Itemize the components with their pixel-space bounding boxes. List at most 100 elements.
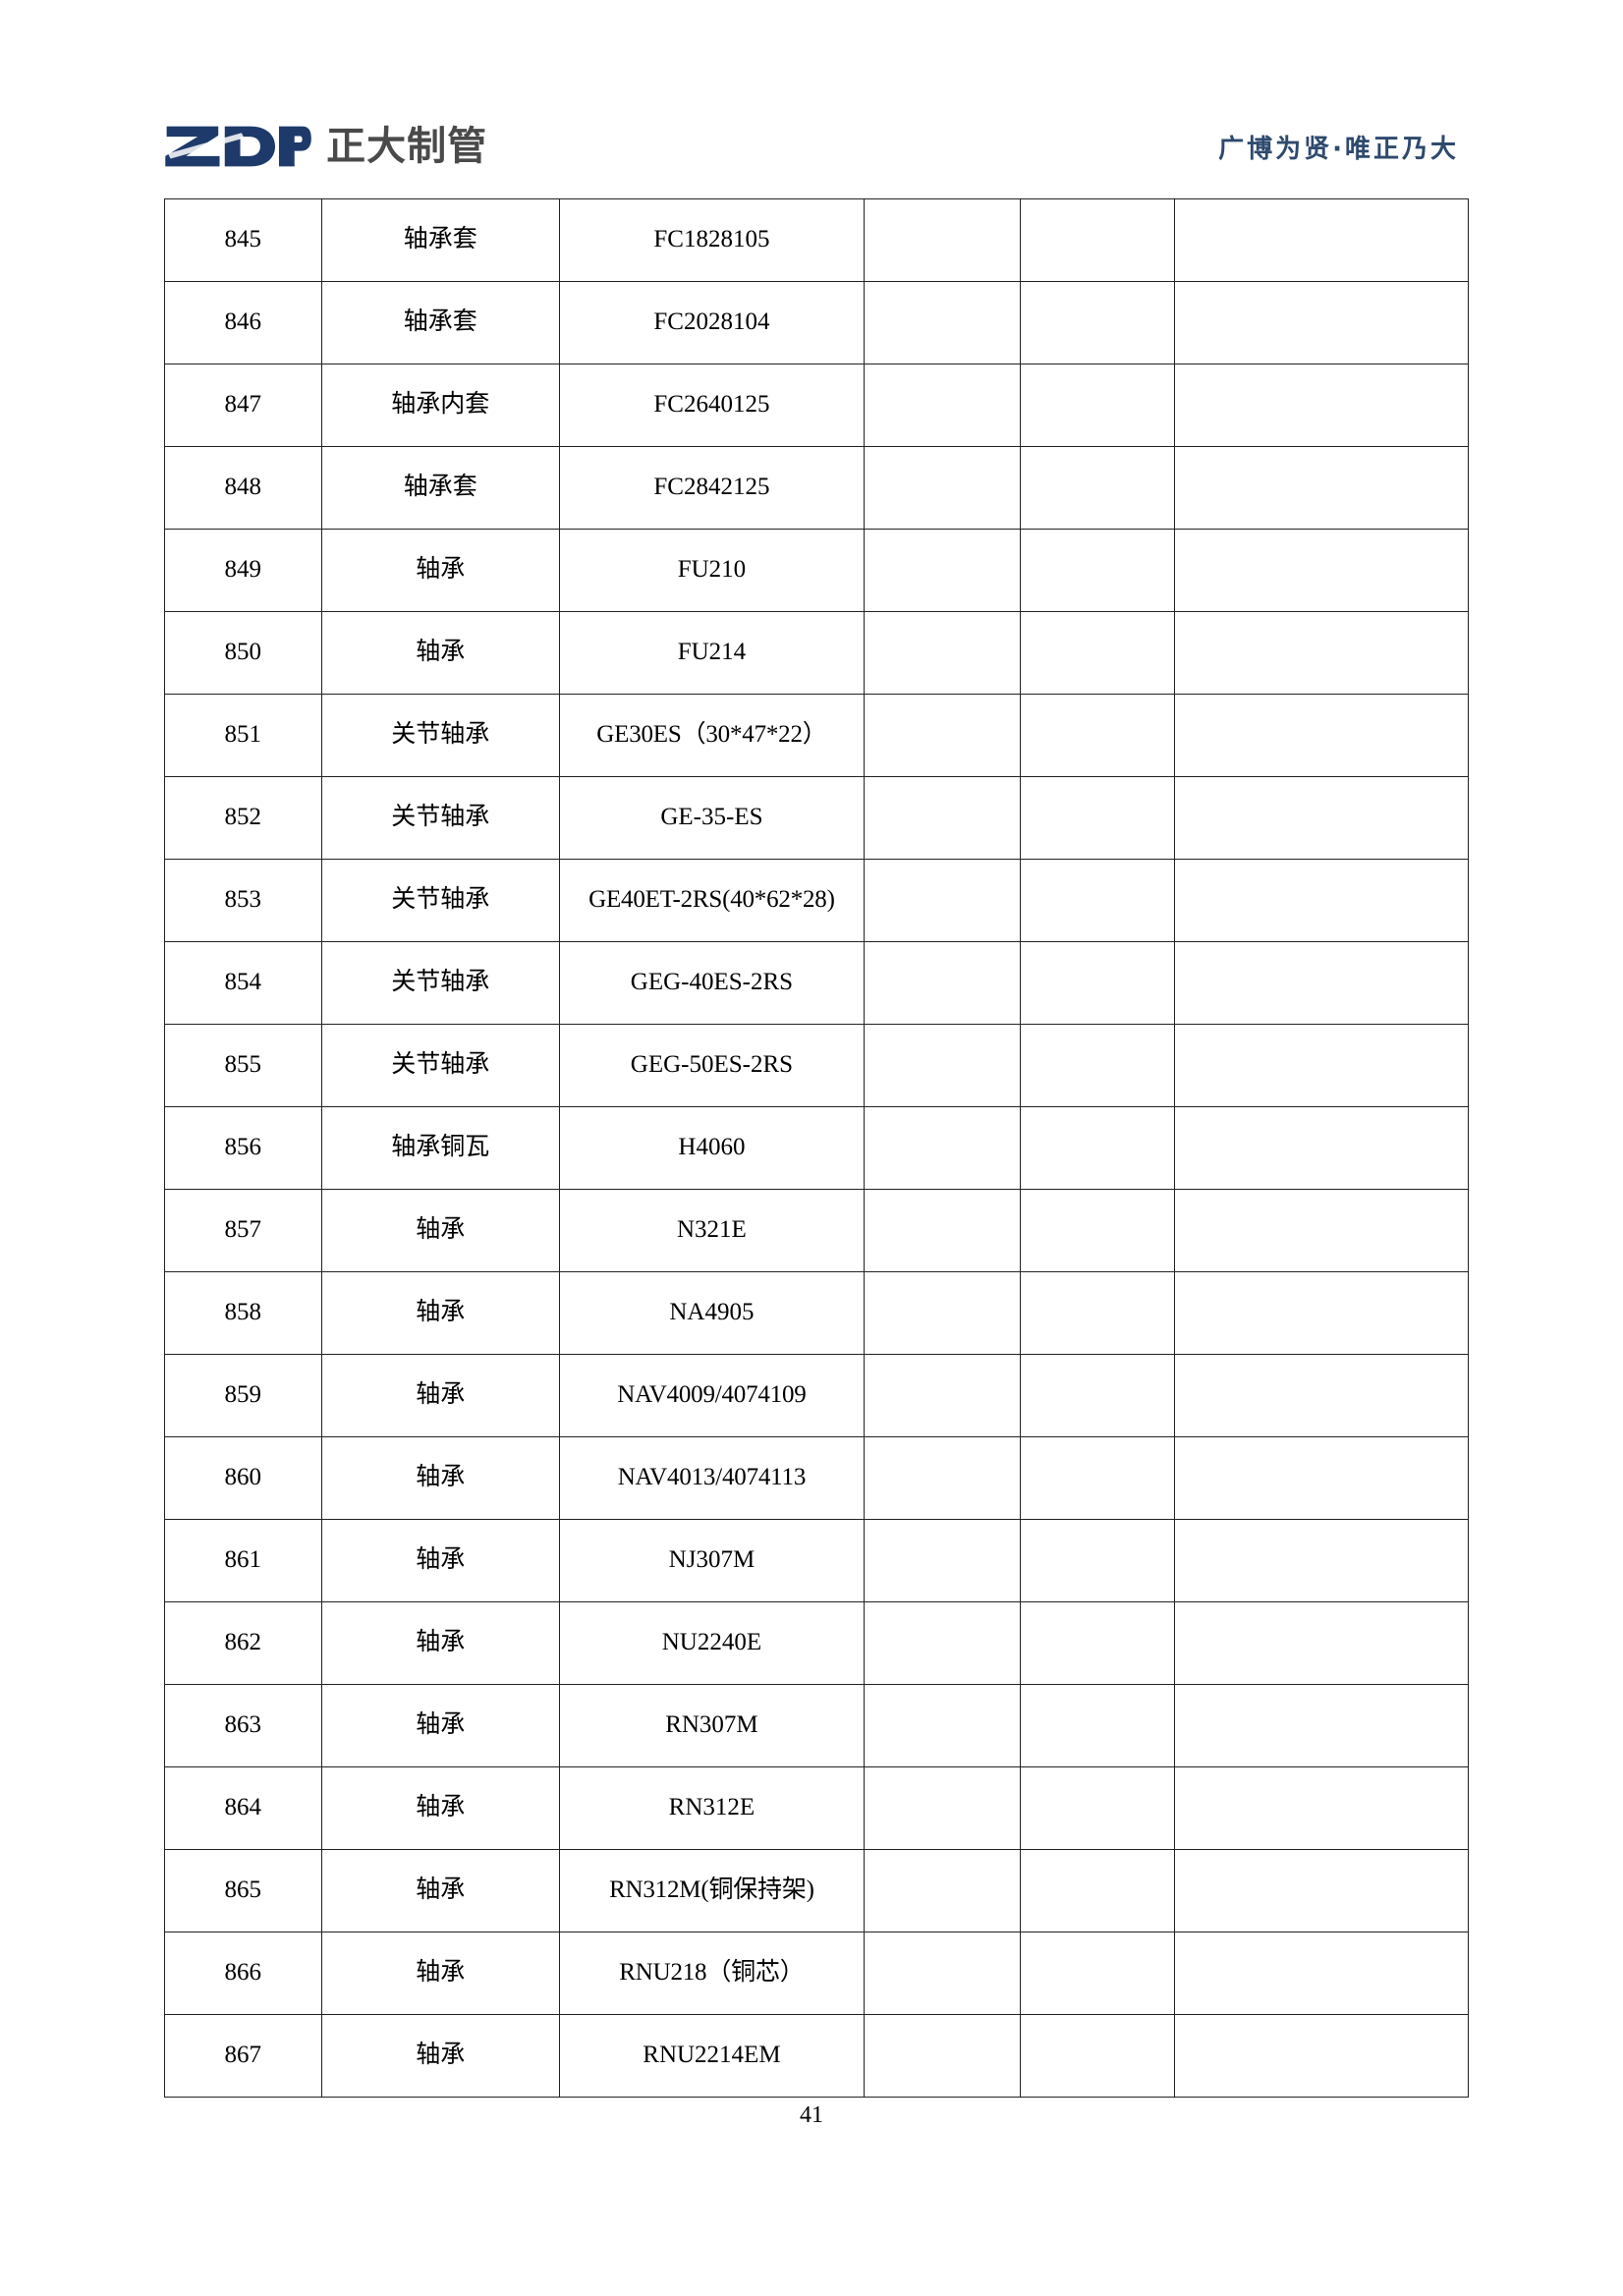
table-row: 854 关节轴承 GEG-40ES-2RS bbox=[164, 941, 1469, 1025]
cell-no: 855 bbox=[164, 1024, 322, 1107]
cell-col4 bbox=[863, 1354, 1022, 1437]
cell-col6 bbox=[1174, 1519, 1469, 1602]
cell-model: FC2640125 bbox=[559, 364, 865, 447]
cell-name: 关节轴承 bbox=[320, 694, 561, 777]
cell-col5 bbox=[1020, 1024, 1176, 1107]
cell-col6 bbox=[1174, 941, 1469, 1025]
cell-col6 bbox=[1174, 1601, 1469, 1685]
cell-name: 轴承 bbox=[320, 611, 561, 695]
cell-name: 关节轴承 bbox=[320, 776, 561, 860]
company-logo: 正大制管 bbox=[164, 118, 487, 175]
cell-col5 bbox=[1020, 859, 1176, 942]
cell-col5 bbox=[1020, 1601, 1176, 1685]
cell-no: 850 bbox=[164, 611, 322, 695]
cell-name: 轴承 bbox=[320, 1519, 561, 1602]
cell-no: 851 bbox=[164, 694, 322, 777]
cell-no: 857 bbox=[164, 1189, 322, 1272]
cell-col5 bbox=[1020, 198, 1176, 282]
table-row: 860 轴承 NAV4013/4074113 bbox=[164, 1436, 1469, 1520]
cell-col4 bbox=[863, 1189, 1022, 1272]
parts-table: 845 轴承套 FC1828105 846 轴承套 FC2028104 bbox=[164, 198, 1469, 2098]
cell-col4 bbox=[863, 1271, 1022, 1355]
table-row: 858 轴承 NA4905 bbox=[164, 1271, 1469, 1355]
cell-model: GEG-50ES-2RS bbox=[559, 1024, 865, 1107]
table-row: 845 轴承套 FC1828105 bbox=[164, 198, 1469, 282]
table-row: 850 轴承 FU214 bbox=[164, 611, 1469, 695]
cell-col4 bbox=[863, 611, 1022, 695]
table-row: 859 轴承 NAV4009/4074109 bbox=[164, 1354, 1469, 1437]
cell-model: FC2842125 bbox=[559, 446, 865, 530]
cell-name: 关节轴承 bbox=[320, 941, 561, 1025]
cell-name: 轴承 bbox=[320, 1189, 561, 1272]
cell-no: 861 bbox=[164, 1519, 322, 1602]
cell-col5 bbox=[1020, 1354, 1176, 1437]
cell-model: FC2028104 bbox=[559, 281, 865, 364]
cell-col5 bbox=[1020, 364, 1176, 447]
cell-col4 bbox=[863, 364, 1022, 447]
cell-name: 轴承 bbox=[320, 1932, 561, 2015]
table-row: 847 轴承内套 FC2640125 bbox=[164, 364, 1469, 447]
cell-name: 轴承内套 bbox=[320, 364, 561, 447]
cell-name: 轴承套 bbox=[320, 281, 561, 364]
company-name: 正大制管 bbox=[326, 124, 488, 169]
cell-no: 859 bbox=[164, 1354, 322, 1437]
cell-col4 bbox=[863, 1106, 1022, 1190]
cell-col5 bbox=[1020, 446, 1176, 530]
cell-model: NU2240E bbox=[559, 1601, 865, 1685]
cell-col4 bbox=[863, 281, 1022, 364]
parts-table-body: 845 轴承套 FC1828105 846 轴承套 FC2028104 bbox=[164, 198, 1469, 2098]
cell-model: NAV4009/4074109 bbox=[559, 1354, 865, 1437]
cell-col6 bbox=[1174, 611, 1469, 695]
cell-col5 bbox=[1020, 1519, 1176, 1602]
table-row: 853 关节轴承 GE40ET-2RS(40*62*28) bbox=[164, 859, 1469, 942]
table-row: 846 轴承套 FC2028104 bbox=[164, 281, 1469, 364]
cell-col4 bbox=[863, 776, 1022, 860]
cell-model: N321E bbox=[559, 1189, 865, 1272]
cell-col5 bbox=[1020, 529, 1176, 612]
table-row: 865 轴承 RN312M(铜保持架) bbox=[164, 1849, 1469, 1932]
cell-col6 bbox=[1174, 1932, 1469, 2015]
cell-no: 852 bbox=[164, 776, 322, 860]
cell-name: 轴承 bbox=[320, 1849, 561, 1932]
cell-col4 bbox=[863, 1849, 1022, 1932]
cell-name: 轴承 bbox=[320, 1271, 561, 1355]
cell-model: FC1828105 bbox=[559, 198, 865, 282]
cell-name: 关节轴承 bbox=[320, 859, 561, 942]
cell-col6 bbox=[1174, 1849, 1469, 1932]
cell-col5 bbox=[1020, 1849, 1176, 1932]
cell-col6 bbox=[1174, 1436, 1469, 1520]
cell-col6 bbox=[1174, 1024, 1469, 1107]
page-number: 41 bbox=[800, 2102, 823, 2128]
cell-col5 bbox=[1020, 941, 1176, 1025]
cell-col4 bbox=[863, 941, 1022, 1025]
table-row: 852 关节轴承 GE-35-ES bbox=[164, 776, 1469, 860]
cell-col4 bbox=[863, 1436, 1022, 1520]
cell-model: FU210 bbox=[559, 529, 865, 612]
cell-no: 862 bbox=[164, 1601, 322, 1685]
cell-col4 bbox=[863, 1766, 1022, 1850]
cell-name: 轴承套 bbox=[320, 446, 561, 530]
cell-model: NJ307M bbox=[559, 1519, 865, 1602]
table-row: 849 轴承 FU210 bbox=[164, 529, 1469, 612]
cell-no: 854 bbox=[164, 941, 322, 1025]
cell-model: FU214 bbox=[559, 611, 865, 695]
cell-model: H4060 bbox=[559, 1106, 865, 1190]
cell-col4 bbox=[863, 859, 1022, 942]
cell-col5 bbox=[1020, 1684, 1176, 1767]
cell-col6 bbox=[1174, 198, 1469, 282]
table-row: 848 轴承套 FC2842125 bbox=[164, 446, 1469, 530]
cell-no: 849 bbox=[164, 529, 322, 612]
table-row: 864 轴承 RN312E bbox=[164, 1766, 1469, 1850]
company-tagline: 广博为贤·唯正乃大 bbox=[1218, 134, 1459, 164]
cell-col5 bbox=[1020, 1766, 1176, 1850]
cell-model: GE-35-ES bbox=[559, 776, 865, 860]
cell-col5 bbox=[1020, 2014, 1176, 2098]
cell-model: RN307M bbox=[559, 1684, 865, 1767]
cell-no: 846 bbox=[164, 281, 322, 364]
cell-col5 bbox=[1020, 694, 1176, 777]
cell-col6 bbox=[1174, 281, 1469, 364]
cell-col4 bbox=[863, 1601, 1022, 1685]
table-row: 863 轴承 RN307M bbox=[164, 1684, 1469, 1767]
table-row: 867 轴承 RNU2214EM bbox=[164, 2014, 1469, 2098]
cell-col6 bbox=[1174, 1354, 1469, 1437]
